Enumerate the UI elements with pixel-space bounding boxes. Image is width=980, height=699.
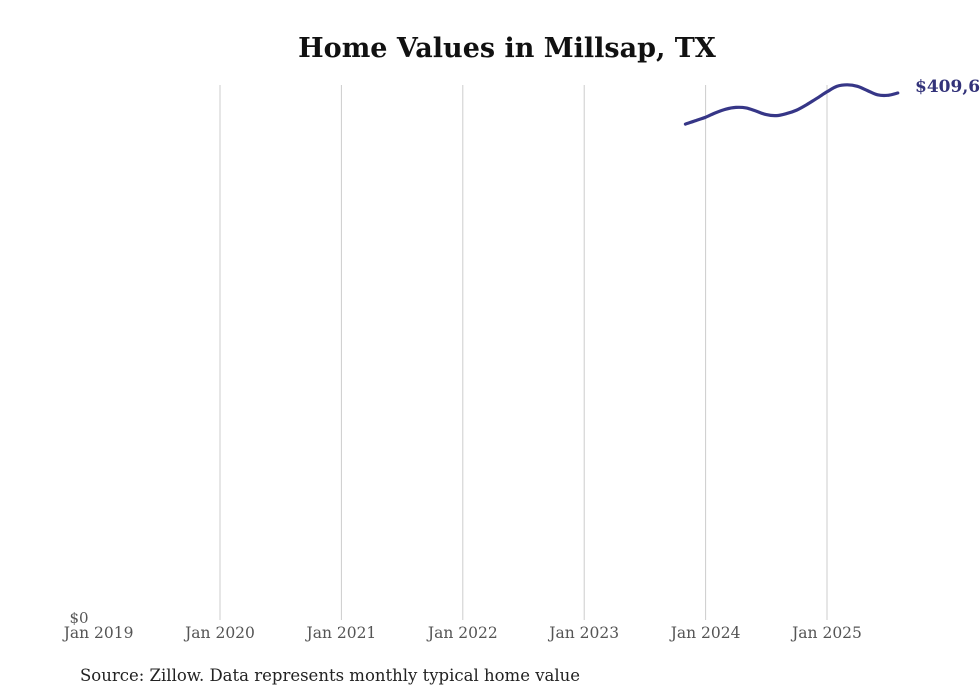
x-tick-label-jan-2022: Jan 2022 [427, 624, 498, 642]
x-tick-label-jan-2019: Jan 2019 [63, 624, 134, 642]
x-tick-label-jan-2020: Jan 2020 [185, 624, 255, 642]
x-tick-label-jan-2024: Jan 2024 [670, 624, 741, 642]
gridlines-group [219, 85, 828, 620]
x-tick-label-jan-2023: Jan 2023 [549, 624, 620, 642]
latest-value-label: $409,600 [915, 77, 980, 97]
y-axis-zero-label: $0 [69, 609, 89, 627]
x-tick-label-jan-2021: Jan 2021 [306, 624, 377, 642]
page-title: Home Values in Millsap, TX [298, 33, 716, 64]
source-note: Source: Zillow. Data represents monthly … [80, 666, 581, 685]
home-value-line [683, 83, 900, 126]
x-tick-label-jan-2025: Jan 2025 [792, 624, 862, 642]
